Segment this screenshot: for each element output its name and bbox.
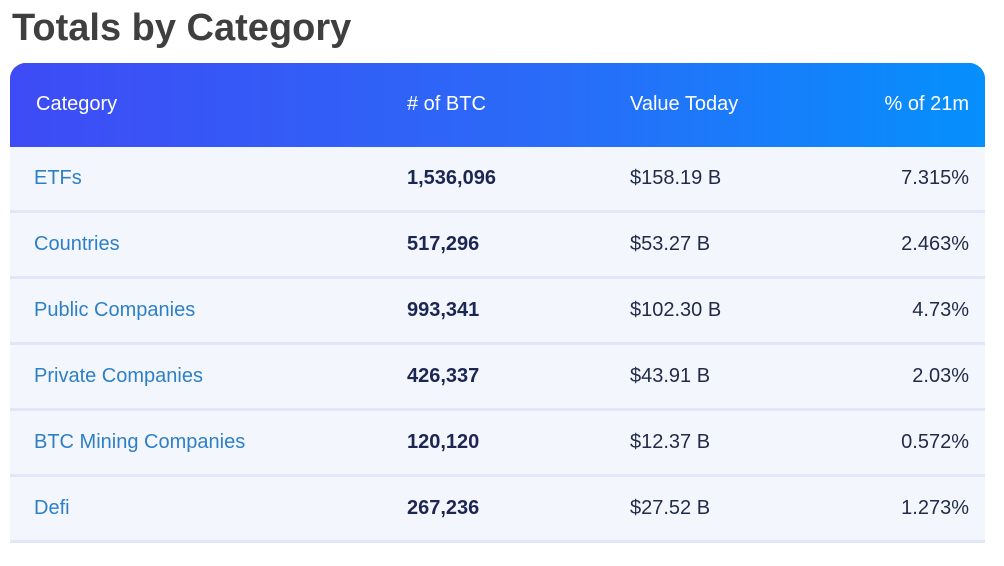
value-today-cell: $27.52 B: [630, 475, 830, 543]
table-row: Private Companies 426,337 $43.91 B 2.03%: [10, 343, 985, 411]
column-header-pct-of-21m: % of 21m: [884, 93, 969, 116]
table-header: Category # of BTC Value Today % of 21m: [10, 62, 985, 147]
btc-amount-cell: 1,536,096: [407, 146, 630, 213]
category-cell: BTC Mining Companies: [10, 409, 407, 477]
table-row: Defi 267,236 $27.52 B 1.273%: [10, 475, 985, 543]
page-title: Totals by Category: [12, 7, 352, 49]
table-body: ETFs 1,536,096 $158.19 B 7.315% Countrie…: [10, 146, 985, 543]
category-cell: Public Companies: [10, 277, 407, 345]
pct-of-21m-cell: 0.572%: [830, 409, 985, 477]
table-row: BTC Mining Companies 120,120 $12.37 B 0.…: [10, 409, 985, 477]
btc-amount-cell: 426,337: [407, 343, 630, 411]
column-header-value-today: Value Today: [630, 93, 739, 116]
table-row: Countries 517,296 $53.27 B 2.463%: [10, 211, 985, 279]
value-today-cell: $158.19 B: [630, 146, 830, 213]
value-today-cell: $102.30 B: [630, 277, 830, 345]
category-cell: ETFs: [10, 146, 407, 213]
category-cell: Private Companies: [10, 343, 407, 411]
pct-of-21m-cell: 4.73%: [830, 277, 985, 345]
value-today-cell: $53.27 B: [630, 211, 830, 279]
category-cell: Defi: [10, 475, 407, 543]
table-header-row: Category # of BTC Value Today % of 21m: [10, 62, 985, 147]
pct-of-21m-cell: 1.273%: [830, 475, 985, 543]
btc-amount-cell: 517,296: [407, 211, 630, 279]
pct-of-21m-cell: 2.03%: [830, 343, 985, 411]
btc-amount-cell: 120,120: [407, 409, 630, 477]
value-today-cell: $43.91 B: [630, 343, 830, 411]
category-link[interactable]: Defi: [34, 496, 70, 519]
category-link[interactable]: Public Companies: [34, 298, 196, 321]
btc-amount-cell: 267,236: [407, 475, 630, 543]
table-row: ETFs 1,536,096 $158.19 B 7.315%: [10, 146, 985, 213]
category-link[interactable]: Countries: [34, 232, 120, 255]
category-link[interactable]: ETFs: [34, 166, 82, 189]
pct-of-21m-cell: 7.315%: [830, 146, 985, 213]
table-row: Public Companies 993,341 $102.30 B 4.73%: [10, 277, 985, 345]
totals-by-category-card: Category # of BTC Value Today % of 21m E…: [10, 62, 985, 543]
column-header-btc-count: # of BTC: [407, 93, 486, 116]
value-today-cell: $12.37 B: [630, 409, 830, 477]
column-header-category: Category: [36, 93, 118, 116]
totals-table: Category # of BTC Value Today % of 21m E…: [10, 62, 985, 543]
category-link[interactable]: Private Companies: [34, 364, 203, 387]
category-link[interactable]: BTC Mining Companies: [34, 430, 246, 453]
pct-of-21m-cell: 2.463%: [830, 211, 985, 279]
category-cell: Countries: [10, 211, 407, 279]
btc-amount-cell: 993,341: [407, 277, 630, 345]
